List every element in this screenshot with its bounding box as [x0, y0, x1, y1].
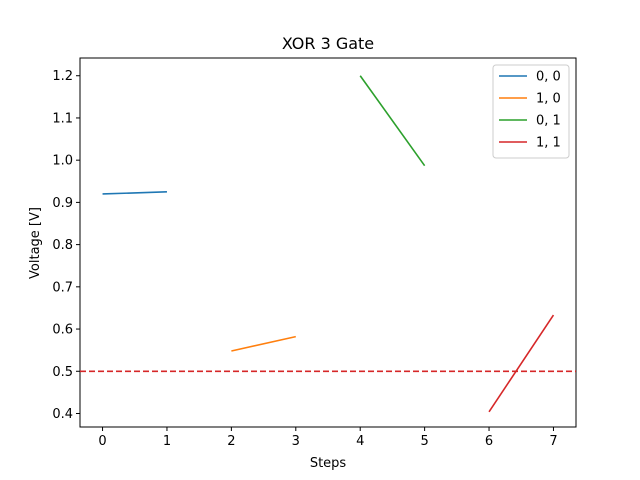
- y-tick-label: 0.6: [52, 323, 73, 338]
- x-tick-label: 7: [549, 434, 557, 449]
- y-axis-label: Voltage [V]: [28, 207, 43, 279]
- y-tick-label: 0.5: [52, 365, 73, 380]
- y-tick-label: 0.4: [52, 407, 73, 422]
- x-axis-label: Steps: [310, 456, 347, 471]
- series-line-1: [102, 191, 167, 195]
- plot-frame: [79, 57, 577, 428]
- series-line-4: [488, 314, 555, 413]
- y-tick-label: 1.1: [52, 111, 73, 126]
- x-axis: 0 1 2 3 4 5 6 7: [98, 427, 558, 449]
- x-tick-label: 4: [356, 434, 364, 449]
- y-tick-label: 0.7: [52, 280, 73, 295]
- x-tick-label: 3: [292, 434, 300, 449]
- x-tick-label: 6: [485, 434, 493, 449]
- y-tick-label: 1.0: [52, 154, 73, 169]
- series-line-2: [231, 335, 296, 352]
- legend-label: 0, 0: [536, 70, 561, 85]
- y-tick-label: 0.8: [52, 238, 73, 253]
- x-tick-label: 0: [98, 434, 106, 449]
- series-line-3: [359, 75, 426, 167]
- plot-area: [79, 57, 577, 428]
- legend-label: 1, 0: [536, 92, 561, 107]
- x-tick-label: 1: [163, 434, 171, 449]
- chart-title: XOR 3 Gate: [282, 34, 374, 53]
- legend-label: 0, 1: [536, 114, 561, 129]
- legend: 0, 0 1, 0 0, 1 1, 1: [492, 64, 570, 159]
- y-axis: 0.4 0.5 0.6 0.7 0.8 0.9 1.0 1.1 1.2: [52, 69, 80, 422]
- legend-label: 1, 1: [536, 136, 561, 151]
- y-tick-label: 1.2: [52, 69, 73, 84]
- x-tick-label: 5: [420, 434, 428, 449]
- y-tick-label: 0.9: [52, 196, 73, 211]
- x-tick-label: 2: [227, 434, 235, 449]
- legend-box: [492, 64, 570, 159]
